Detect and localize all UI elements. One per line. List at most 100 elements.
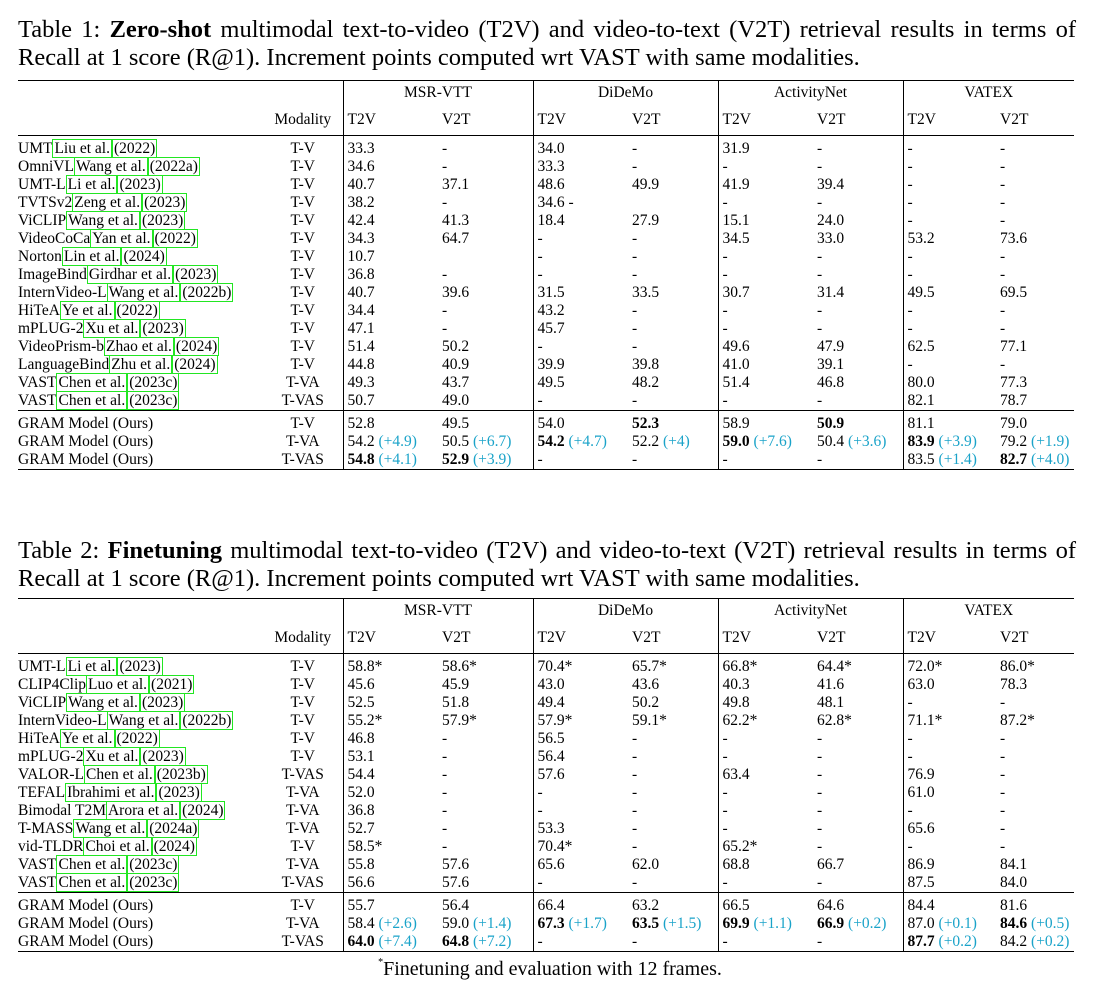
citation-link[interactable]: Zhu et al.	[109, 355, 173, 374]
citation-year-link[interactable]: (2022a)	[147, 157, 200, 176]
modality-header: Modality	[263, 105, 343, 136]
citation-link[interactable]: Chen et al.	[56, 373, 128, 392]
increment-value: (+1.5)	[663, 915, 702, 932]
citation-link[interactable]: Liu et al.	[52, 139, 112, 158]
score-value: 66.4	[537, 897, 565, 914]
score-cell: 10.7	[342, 248, 438, 266]
score-cell: 83.9 (+3.9)	[902, 433, 997, 451]
citation-year-link[interactable]: (2023c)	[127, 873, 180, 892]
citation-year-link[interactable]: (2023)	[173, 265, 219, 284]
citation-year-link[interactable]: (2023b)	[154, 765, 208, 784]
citation-year-link[interactable]: (2022)	[152, 229, 198, 248]
citation-year-link[interactable]: (2023)	[117, 175, 163, 194]
score-value: 54.0	[537, 415, 565, 432]
citation-link[interactable]: Wang et al.	[106, 283, 181, 302]
citation-link[interactable]: Lin et al.	[61, 247, 122, 266]
score-cell: 52.0	[342, 784, 438, 802]
citation-year-link[interactable]: (2023)	[139, 211, 186, 230]
score-cell: 36.8	[342, 802, 438, 820]
increment-value: (+1.9)	[1031, 433, 1070, 450]
score-cell: 50.5 (+6.7)	[438, 433, 533, 451]
citation-link[interactable]: Zhao et al.	[104, 337, 174, 356]
citation-year-link[interactable]: (2022)	[114, 729, 160, 748]
ours-row: GRAM Model (Ours) T-VA 54.2 (+4.9) 50.5 (+6…	[18, 433, 1074, 451]
increment-value: (+0.2)	[1031, 933, 1070, 950]
score-value: 79.0	[1000, 415, 1028, 432]
score-cell: 54.8 (+4.1)	[342, 451, 438, 470]
score-cell: 87.0 (+0.1)	[902, 915, 997, 933]
score-cell: -	[1000, 730, 1006, 747]
score-cell: 62.5	[902, 338, 997, 356]
citation-link[interactable]: Girdhar et al.	[86, 265, 174, 284]
citation-year-link[interactable]: (2023)	[139, 693, 186, 712]
citation-year-link[interactable]: (2023)	[117, 657, 163, 676]
citation-year-link[interactable]: (2022)	[114, 301, 160, 320]
citation-link[interactable]: Wang et al.	[73, 157, 148, 176]
citation-link[interactable]: Li et al.	[65, 175, 118, 194]
citation-link[interactable]: Ye et al.	[59, 729, 115, 748]
citation-link[interactable]: Chen et al.	[84, 765, 155, 784]
dataset-header: ActivityNet	[717, 598, 904, 623]
increment-value: (+1.4)	[938, 451, 977, 468]
citation-link[interactable]: Zeng et al.	[72, 193, 143, 212]
score-cell: 54.4	[342, 766, 438, 784]
citation-year-link[interactable]: (2022b)	[180, 711, 234, 730]
score-cell: 58.8*	[342, 658, 438, 676]
citation-year-link[interactable]: (2024a)	[147, 819, 200, 838]
score-cell: -	[632, 784, 638, 801]
citation-year-link[interactable]: (2021)	[149, 675, 195, 694]
citation-link[interactable]: Li et al.	[65, 657, 118, 676]
citation-link[interactable]: Arora et al.	[105, 801, 181, 820]
citation-link[interactable]: Wang et al.	[66, 693, 140, 712]
modality-cell: T-V	[290, 176, 315, 193]
score-cell: 45.9	[442, 676, 470, 693]
citation-year-link[interactable]: (2024)	[172, 355, 218, 374]
table2-caption: Table 2: Finetuning multimodal text-to-v…	[18, 537, 1076, 592]
citation-year-link[interactable]: (2022b)	[180, 283, 234, 302]
citation-link[interactable]: Yan et al.	[90, 229, 153, 248]
citation-link[interactable]: Wang et al.	[106, 711, 181, 730]
citation-link[interactable]: Ibrahimi et al.	[65, 783, 157, 802]
citation-link[interactable]: Xu et al.	[83, 319, 141, 338]
citation-year-link[interactable]: (2023)	[142, 193, 188, 212]
metric-header: V2T	[996, 105, 1075, 136]
citation-link[interactable]: Wang et al.	[66, 211, 140, 230]
citation-link[interactable]: Choi et al.	[83, 837, 152, 856]
citation-year-link[interactable]: (2022)	[111, 139, 158, 158]
citation-link[interactable]: Ye et al.	[59, 301, 115, 320]
method-name: ViCLIP Wang et al. (2023)	[18, 693, 186, 712]
citation-year-link[interactable]: (2023c)	[127, 855, 180, 874]
dataset-header: MSR-VTT	[342, 598, 534, 623]
citation-year-link[interactable]: (2024)	[151, 837, 197, 856]
score-value: 52.3	[632, 415, 660, 432]
citation-year-link[interactable]: (2023c)	[127, 391, 180, 410]
score-cell: 34.0	[532, 140, 629, 158]
score-cell: 50.9	[813, 415, 903, 433]
metric-header: V2T	[813, 105, 904, 136]
score-value: 83.5	[907, 451, 935, 468]
citation-link[interactable]: Luo et al.	[86, 675, 150, 694]
metric-header: V2T	[628, 105, 719, 136]
score-cell: -	[717, 933, 814, 952]
score-cell: 84.4	[902, 897, 997, 915]
score-cell: 81.1	[902, 415, 997, 433]
citation-year-link[interactable]: (2024)	[173, 337, 220, 356]
citation-year-link[interactable]: (2023)	[140, 747, 186, 766]
citation-link[interactable]: Chen et al.	[56, 873, 128, 892]
citation-year-link[interactable]: (2023)	[156, 783, 202, 802]
citation-link[interactable]: Chen et al.	[56, 391, 128, 410]
increment-value: (+1.4)	[473, 915, 512, 932]
dataset-header: VATEX	[902, 598, 1075, 623]
score-cell: -	[1000, 302, 1006, 319]
score-cell	[628, 194, 718, 212]
citation-link[interactable]: Xu et al.	[83, 747, 141, 766]
score-cell: 48.1	[817, 694, 845, 711]
score-cell: 41.6	[817, 676, 845, 693]
citation-year-link[interactable]: (2023)	[140, 319, 186, 338]
citation-link[interactable]: Wang et al.	[73, 819, 148, 838]
citation-year-link[interactable]: (2024)	[180, 801, 226, 820]
citation-year-link[interactable]: (2023c)	[127, 373, 180, 392]
citation-year-link[interactable]: (2024)	[121, 247, 167, 266]
citation-link[interactable]: Chen et al.	[56, 855, 128, 874]
modality-cell: T-V	[290, 712, 315, 729]
